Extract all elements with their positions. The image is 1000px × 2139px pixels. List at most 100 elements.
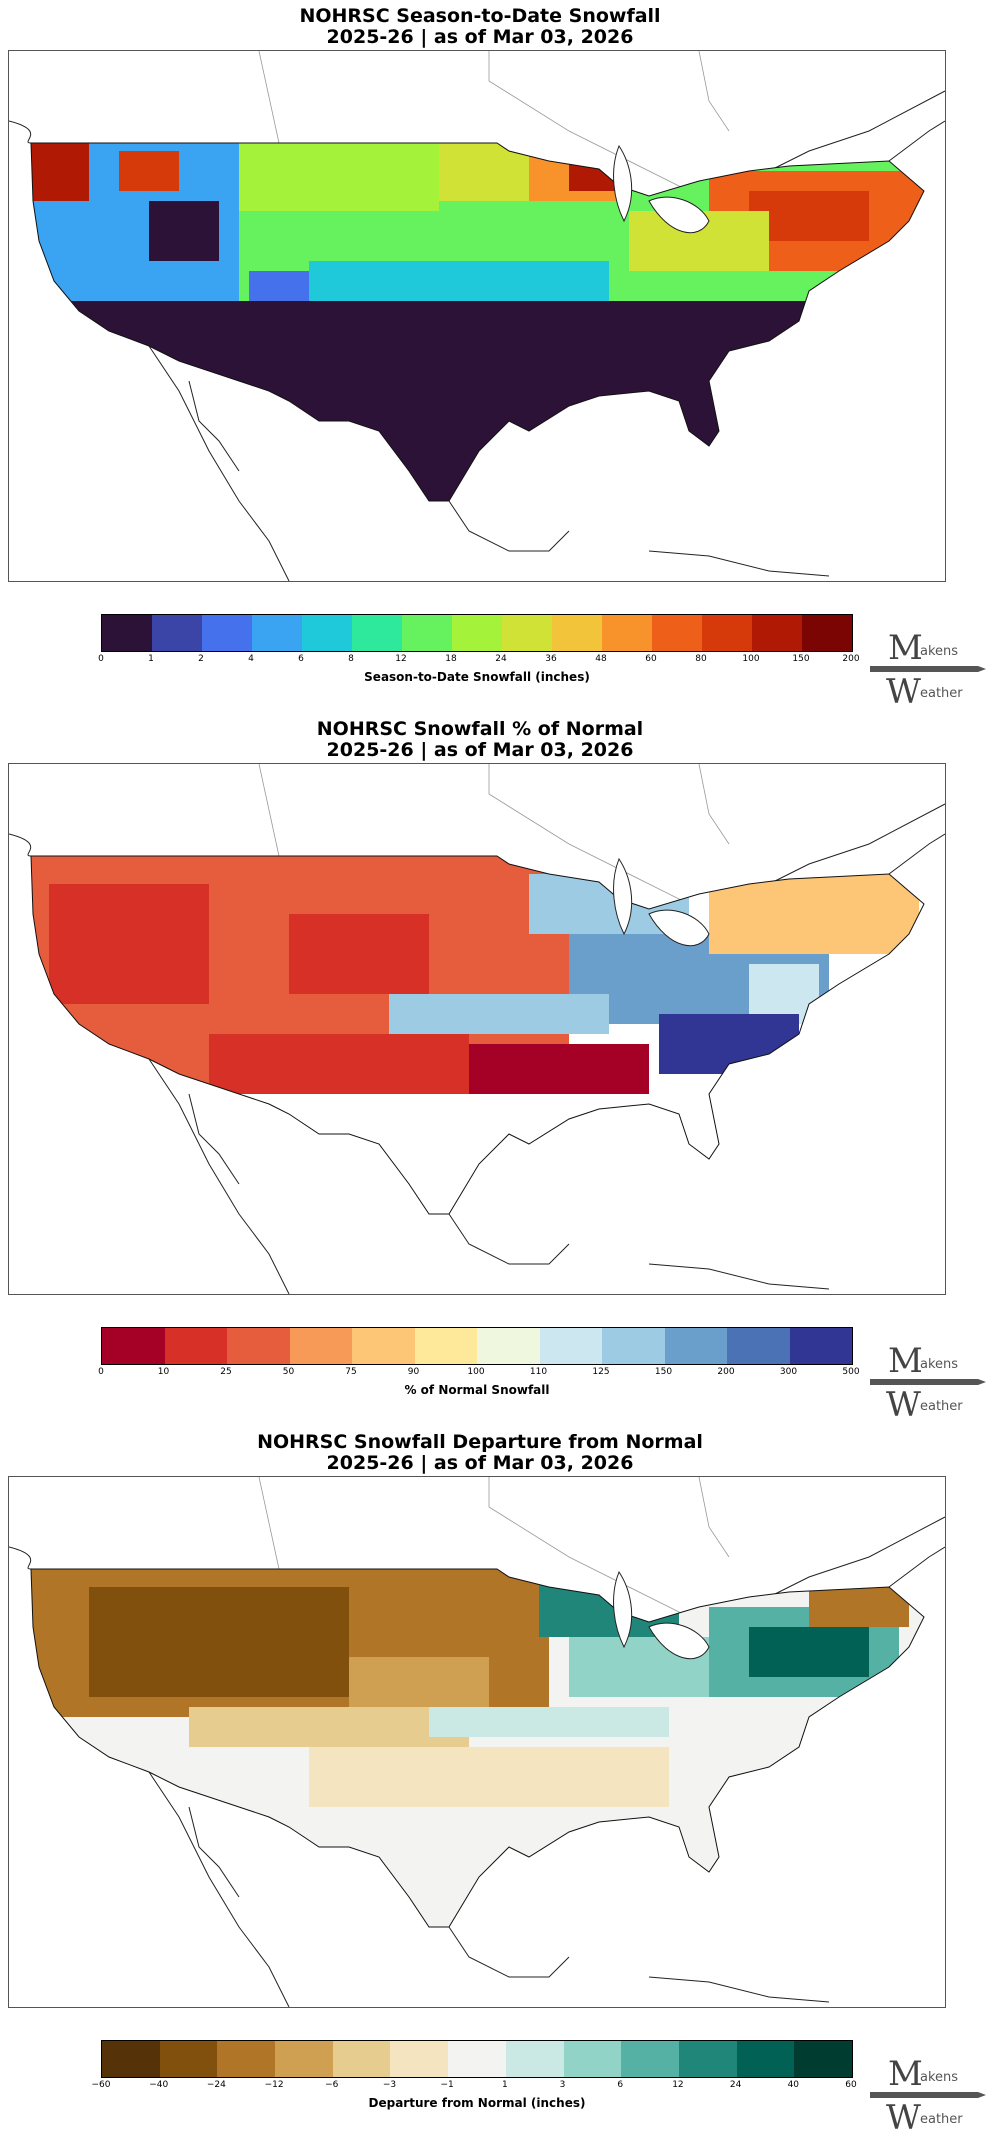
colorbar-swatch xyxy=(621,2041,679,2077)
colorbar-swatch xyxy=(727,1328,790,1364)
colorbar-tick: 75 xyxy=(345,1367,357,1377)
logo-letter-w: W xyxy=(886,672,921,707)
colorbar-swatch xyxy=(752,615,802,651)
colorbar-swatch xyxy=(252,615,302,651)
colorbar-tick: 3 xyxy=(559,2080,566,2090)
colorbar-swatch xyxy=(159,2041,218,2077)
logo-word-top: akens xyxy=(920,644,958,659)
colorbar-tick: 110 xyxy=(529,1367,548,1377)
map-title: NOHRSC Snowfall % of Normal 2025-26 | as… xyxy=(0,719,960,761)
colorbar-swatch xyxy=(302,615,352,651)
colorbar-swatch xyxy=(102,2041,160,2077)
lake-michigan xyxy=(613,144,633,223)
map-title-line2: 2025-26 | as of Mar 03, 2026 xyxy=(326,1452,634,1474)
colorbar-swatch xyxy=(352,1328,415,1364)
logo-letter-w: W xyxy=(886,2098,921,2133)
logo-word-bottom: eather xyxy=(920,1399,963,1414)
colorbar-tick: −40 xyxy=(149,2080,169,2090)
colorbar-swatch xyxy=(539,1328,602,1364)
map-title-line1: NOHRSC Snowfall % of Normal xyxy=(316,718,644,740)
colorbar-tick: 2 xyxy=(198,654,204,664)
colorbar-tick: 300 xyxy=(779,1367,798,1377)
colorbar-tick: 1 xyxy=(501,2080,508,2090)
colorbar-label: Departure from Normal (inches) xyxy=(368,2096,586,2110)
outer-coastlines xyxy=(9,90,945,581)
colorbar-swatch xyxy=(602,615,652,651)
logo-word-bottom: eather xyxy=(920,2112,963,2127)
lake-huron xyxy=(648,196,710,234)
colorbar-swatch xyxy=(275,2041,333,2077)
colorbar-tick: 1 xyxy=(148,654,154,664)
colorbar xyxy=(101,614,853,652)
colorbar-swatch xyxy=(602,1328,665,1364)
colorbar-tick: 12 xyxy=(672,2080,684,2090)
colorbar-tick: 6 xyxy=(617,2080,624,2090)
colorbar-tick: 18 xyxy=(445,654,457,664)
colorbar-tick: 90 xyxy=(407,1367,420,1377)
colorbar-swatch xyxy=(332,2041,391,2077)
colorbar-swatch xyxy=(390,2041,449,2077)
colorbar-tick: 48 xyxy=(595,654,607,664)
colorbar-tick: 200 xyxy=(842,654,860,664)
logo-word-top: akens xyxy=(920,2070,958,2085)
colorbar-swatch xyxy=(794,2041,852,2077)
makens-weather-logo: M akens W eather xyxy=(870,1341,986,1420)
colorbar-tick: 4 xyxy=(248,654,254,664)
logo-word-bottom: eather xyxy=(920,686,963,701)
colorbar-tick: 6 xyxy=(298,654,304,664)
percent-normal-map xyxy=(8,763,946,1295)
colorbar-swatch xyxy=(402,615,452,651)
colorbar-label: % of Normal Snowfall xyxy=(404,1383,550,1397)
colorbar-tick: 150 xyxy=(654,1367,673,1377)
makens-weather-logo: M akens W eather xyxy=(870,2054,986,2133)
colorbar-tick: 0 xyxy=(98,654,104,664)
logo-letter-m: M xyxy=(888,2054,923,2094)
colorbar-swatch xyxy=(736,2041,795,2077)
colorbar-tick: 24 xyxy=(729,2080,742,2090)
colorbar-swatch xyxy=(678,2041,737,2077)
colorbar-tick: −3 xyxy=(382,2080,397,2090)
colorbar-swatch xyxy=(289,1328,352,1364)
colorbar-swatch xyxy=(702,615,752,651)
panel-season-to-date: NOHRSC Season-to-Date Snowfall 2025-26 |… xyxy=(0,0,1000,713)
colorbar-tick: 0 xyxy=(98,1367,104,1377)
colorbar-swatch xyxy=(664,1328,727,1364)
colorbar-swatch xyxy=(102,615,152,651)
colorbar-swatch xyxy=(227,1328,290,1364)
colorbar-swatch xyxy=(505,2041,564,2077)
colorbar-swatch xyxy=(352,615,402,651)
colorbar-tick: 500 xyxy=(842,1367,860,1377)
map-title: NOHRSC Season-to-Date Snowfall 2025-26 |… xyxy=(0,6,960,48)
colorbar-swatch xyxy=(414,1328,477,1364)
colorbar-swatch xyxy=(448,2041,506,2077)
colorbar-ticks: 0 1 2 4 6 8 12 18 24 36 48 60 80 100 150 200 xyxy=(98,654,859,666)
colorbar-tick: 60 xyxy=(645,654,657,664)
colorbar-tick: 25 xyxy=(220,1367,232,1377)
colorbar-tick: −12 xyxy=(264,2080,284,2090)
colorbar-tick: 12 xyxy=(395,654,407,664)
colorbar-label: Season-to-Date Snowfall (inches) xyxy=(364,670,590,684)
map-title-line2: 2025-26 | as of Mar 03, 2026 xyxy=(326,739,634,761)
logo-letter-m: M xyxy=(888,1341,923,1381)
colorbar-swatch xyxy=(477,1328,540,1364)
colorbar-tick: −24 xyxy=(206,2080,226,2090)
colorbar-tick: −1 xyxy=(440,2080,454,2090)
colorbar-tick: 60 xyxy=(845,2080,857,2090)
colorbar-tick: 8 xyxy=(348,654,354,664)
colorbar-tick: −6 xyxy=(325,2080,339,2090)
panel-departure-from-normal: NOHRSC Snowfall Departure from Normal 20… xyxy=(0,1426,1000,2139)
colorbar-tick: 200 xyxy=(717,1367,735,1377)
colorbar-swatch xyxy=(502,615,552,651)
colorbar-swatch xyxy=(164,1328,227,1364)
border-lines xyxy=(258,51,730,202)
colorbar-tick: 36 xyxy=(545,654,557,664)
colorbar-tick: 50 xyxy=(282,1367,295,1377)
colorbar-swatch xyxy=(552,615,602,651)
snowfall-map xyxy=(8,50,946,582)
colorbar-tick: 40 xyxy=(787,2080,800,2090)
map-title-line1: NOHRSC Snowfall Departure from Normal xyxy=(257,1431,703,1453)
colorbar-tick: 100 xyxy=(742,654,760,664)
colorbar-swatch xyxy=(789,1328,852,1364)
map-title: NOHRSC Snowfall Departure from Normal 20… xyxy=(0,1432,960,1474)
logo-letter-w: W xyxy=(886,1385,921,1420)
